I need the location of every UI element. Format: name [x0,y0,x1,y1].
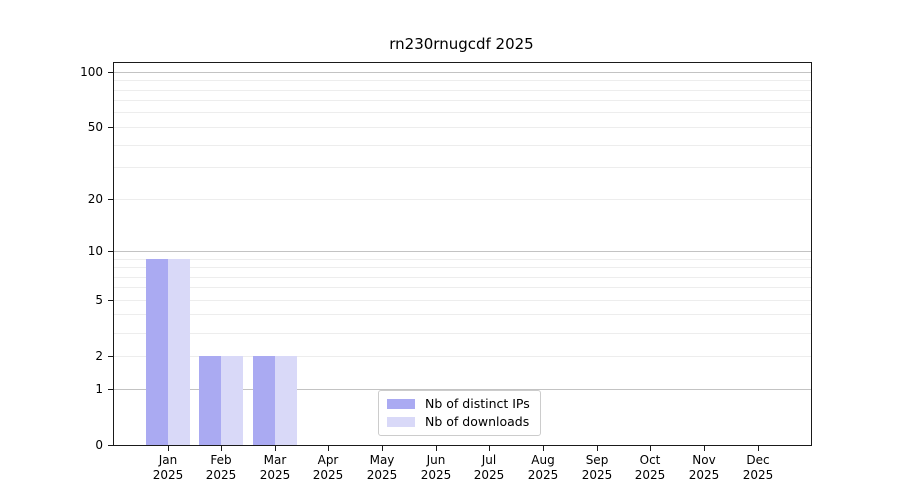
chart-title: rn230rnugcdf 2025 [389,35,534,53]
x-tick-mark [436,446,437,451]
x-tick-mark [168,446,169,451]
legend-label: Nb of downloads [425,414,530,429]
y-tick-label: 2 [95,349,103,363]
x-tick-label: Apr 2025 [312,453,344,482]
downloads-swatch [387,417,415,427]
y-tick-mark [108,127,113,128]
distinct-ips-bar [199,356,221,445]
x-tick-mark [221,446,222,451]
x-tick-mark [275,446,276,451]
y-tick-label: 1 [95,382,103,396]
minor-gridline [114,167,811,168]
distinct-ips-bar [146,259,168,445]
downloads-bar [221,356,243,445]
minor-gridline [114,80,811,81]
downloads-bar [275,356,297,445]
y-tick-mark [108,356,113,357]
x-tick-label: Jun 2025 [420,453,452,482]
x-tick-mark [650,446,651,451]
x-tick-mark [489,446,490,451]
y-tick-mark [108,72,113,73]
y-tick-label: 0 [95,438,103,452]
x-tick-label: Sep 2025 [581,453,613,482]
minor-gridline [114,199,811,200]
minor-gridline [114,277,811,278]
minor-gridline [114,259,811,260]
minor-gridline [114,100,811,101]
x-tick-label: Mar 2025 [259,453,291,482]
x-tick-mark [704,446,705,451]
minor-gridline [114,333,811,334]
legend: Nb of distinct IPs Nb of downloads [378,390,541,436]
minor-gridline [114,314,811,315]
major-gridline [114,251,811,252]
minor-gridline [114,112,811,113]
major-gridline [114,72,811,73]
x-tick-label: May 2025 [366,453,398,482]
y-tick-mark [108,445,113,446]
y-tick-mark [108,251,113,252]
y-tick-mark [108,389,113,390]
plot-area: Nb of distinct IPs Nb of downloads 0 1 2 5 1… [80,62,812,482]
legend-item-downloads: Nb of downloads [387,415,530,429]
y-tick-label: 20 [87,192,103,206]
major-gridline [114,389,811,390]
x-tick-mark [382,446,383,451]
y-tick-label: 100 [80,65,103,79]
x-tick-label: Jul 2025 [473,453,505,482]
distinct-ips-swatch [387,399,415,409]
minor-gridline [114,127,811,128]
y-tick-mark [108,300,113,301]
y-tick-label: 5 [95,293,103,307]
y-tick-label: 10 [87,244,103,258]
x-tick-mark [328,446,329,451]
minor-gridline [114,356,811,357]
x-tick-label: Oct 2025 [634,453,666,482]
downloads-bar [168,259,190,445]
x-tick-mark [597,446,598,451]
x-tick-mark [758,446,759,451]
x-tick-label: Nov 2025 [688,453,720,482]
x-tick-label: Feb 2025 [205,453,237,482]
minor-gridline [114,145,811,146]
x-tick-label: Aug 2025 [527,453,559,482]
distinct-ips-bar [253,356,275,445]
minor-gridline [114,90,811,91]
x-tick-label: Jan 2025 [152,453,184,482]
x-tick-mark [543,446,544,451]
y-tick-mark [108,199,113,200]
minor-gridline [114,300,811,301]
legend-item-distinct-ips: Nb of distinct IPs [387,397,530,411]
y-tick-label: 50 [87,120,103,134]
legend-label: Nb of distinct IPs [425,396,530,411]
minor-gridline [114,287,811,288]
x-tick-label: Dec 2025 [742,453,774,482]
minor-gridline [114,267,811,268]
